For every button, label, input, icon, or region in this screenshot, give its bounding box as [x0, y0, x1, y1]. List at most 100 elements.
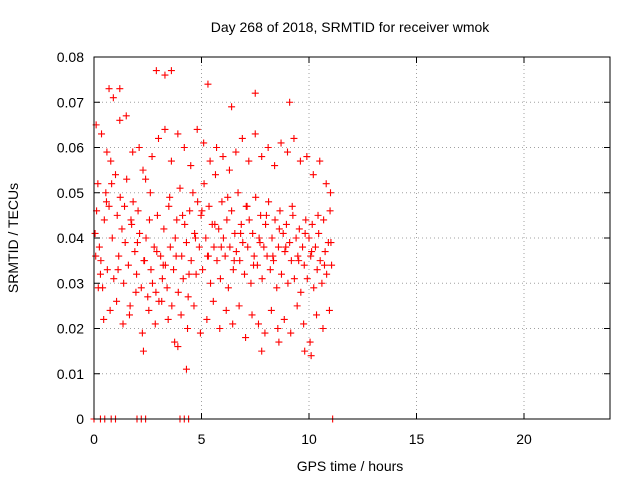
- data-point: [299, 243, 307, 251]
- data-point: [250, 261, 258, 269]
- data-point: [264, 144, 272, 151]
- y-tick-labels: 0 0.01 0.02 0.03 0.04 0.05 0.06 0.07 0.08: [57, 49, 84, 427]
- y-axis-label: SRMTID / TECUs: [5, 183, 21, 293]
- data-point: [279, 229, 287, 237]
- data-point: [134, 207, 142, 215]
- data-point: [161, 125, 169, 133]
- data-point: [294, 252, 302, 260]
- data-point: [313, 311, 321, 319]
- data-point: [288, 202, 296, 210]
- data-point: [179, 211, 187, 219]
- y-tick-label: 0: [76, 411, 84, 427]
- data-point: [219, 153, 227, 161]
- x-axis-label: GPS time / hours: [297, 458, 404, 474]
- data-point: [218, 198, 226, 206]
- data-point: [303, 275, 311, 283]
- data-point: [255, 234, 263, 242]
- data-point: [179, 275, 187, 283]
- data-point: [161, 71, 169, 79]
- data-point: [103, 148, 111, 156]
- data-point: [293, 302, 301, 310]
- data-point: [199, 266, 207, 274]
- data-point: [327, 239, 335, 247]
- data-point: [242, 334, 250, 342]
- data-point: [314, 211, 322, 219]
- data-point: [164, 315, 172, 323]
- data-point: [103, 266, 111, 274]
- data-point: [245, 216, 253, 224]
- data-point: [284, 148, 291, 156]
- data-point: [300, 261, 308, 269]
- data-point: [301, 229, 309, 237]
- x-tick-label: 0: [90, 431, 98, 447]
- data-point: [321, 248, 329, 256]
- data-point: [209, 297, 217, 305]
- data-point: [256, 239, 264, 247]
- data-point: [261, 329, 269, 337]
- data-point: [224, 284, 232, 292]
- data-point: [307, 352, 315, 360]
- data-point: [301, 347, 309, 355]
- data-point: [121, 239, 129, 247]
- data-point: [98, 130, 106, 138]
- data-point: [139, 347, 147, 355]
- data-point: [192, 270, 200, 278]
- data-point: [125, 311, 133, 319]
- data-point: [225, 166, 233, 174]
- data-point: [128, 220, 136, 228]
- data-point: [325, 306, 333, 314]
- data-point: [92, 252, 100, 260]
- data-point: [237, 229, 245, 237]
- data-point: [275, 338, 283, 346]
- data-point: [174, 343, 182, 351]
- data-point: [139, 166, 147, 174]
- data-point: [131, 248, 139, 256]
- data-point: [204, 252, 212, 260]
- data-point: [287, 329, 295, 337]
- data-point: [144, 293, 152, 301]
- data-point: [168, 302, 176, 310]
- data-point: [151, 320, 159, 328]
- data-point: [292, 234, 300, 242]
- data-point: [289, 211, 297, 219]
- data-point: [286, 98, 294, 106]
- data-point: [167, 67, 175, 75]
- data-point: [250, 252, 258, 260]
- data-point: [277, 270, 285, 278]
- data-point: [284, 279, 292, 287]
- data-point: [182, 239, 190, 247]
- data-point: [153, 211, 161, 219]
- data-point: [270, 257, 278, 265]
- data-point: [219, 234, 227, 242]
- data-point: [108, 234, 116, 242]
- data-point: [123, 175, 131, 183]
- data-point: [189, 189, 197, 197]
- data-point: [102, 189, 110, 197]
- data-point: [207, 279, 215, 287]
- data-point: [202, 234, 210, 242]
- data-point: [211, 171, 219, 179]
- data-point: [132, 288, 140, 296]
- data-point: [217, 243, 225, 251]
- data-point: [286, 239, 294, 247]
- data-point: [316, 257, 324, 265]
- data-point: [296, 157, 304, 165]
- data-point: [245, 157, 253, 165]
- data-point: [124, 261, 132, 269]
- plot-frame: [93, 56, 611, 420]
- data-point: [184, 293, 192, 301]
- data-point: [185, 270, 193, 278]
- data-point: [229, 320, 237, 328]
- data-point: [235, 302, 243, 310]
- data-point: [118, 225, 126, 233]
- data-point: [163, 284, 171, 292]
- x-tick-label: 10: [301, 431, 317, 447]
- chart-title: Day 268 of 2018, SRMTID for receiver wmo…: [211, 19, 491, 35]
- data-point: [224, 193, 232, 201]
- data-point: [262, 211, 270, 219]
- data-point: [127, 216, 135, 224]
- data-point: [234, 189, 242, 197]
- data-point: [308, 220, 316, 228]
- data-point: [222, 306, 230, 314]
